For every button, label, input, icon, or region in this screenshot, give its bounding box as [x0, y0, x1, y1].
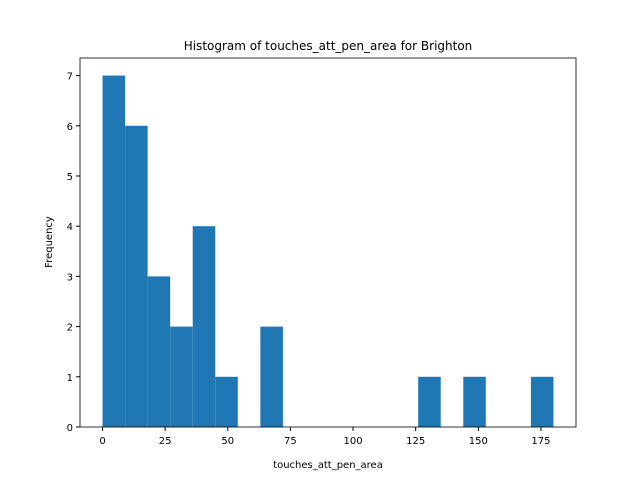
y-tick-label: 3	[67, 272, 73, 283]
bar	[170, 326, 193, 427]
x-tick-label: 125	[406, 436, 425, 447]
x-tick-label: 175	[531, 436, 550, 447]
x-tick-label: 50	[221, 436, 234, 447]
bar	[125, 125, 148, 427]
bar	[418, 376, 441, 427]
bar	[102, 75, 126, 428]
bar	[463, 376, 486, 427]
y-tick-label: 0	[67, 423, 73, 434]
bar	[147, 276, 171, 427]
bar	[260, 326, 283, 427]
x-tick-label: 75	[284, 436, 297, 447]
y-tick-label: 2	[67, 323, 73, 334]
x-axis-label: touches_att_pen_area	[273, 460, 383, 471]
bar	[530, 376, 554, 427]
x-tick-label: 100	[344, 436, 363, 447]
y-tick-label: 5	[67, 172, 73, 183]
y-tick-label: 4	[67, 222, 73, 233]
chart-title: Histogram of touches_att_pen_area for Br…	[184, 39, 473, 53]
plot-frame	[79, 57, 577, 428]
y-tick-label: 7	[67, 72, 73, 83]
y-tick-label: 6	[67, 122, 73, 133]
bar	[192, 226, 216, 427]
x-tick-label: 25	[159, 436, 172, 447]
y-tick-label: 1	[67, 373, 73, 384]
x-tick-label: 150	[469, 436, 488, 447]
x-tick-label: 0	[99, 436, 105, 447]
y-axis-label: Frequency	[44, 216, 55, 268]
bar	[215, 376, 238, 427]
